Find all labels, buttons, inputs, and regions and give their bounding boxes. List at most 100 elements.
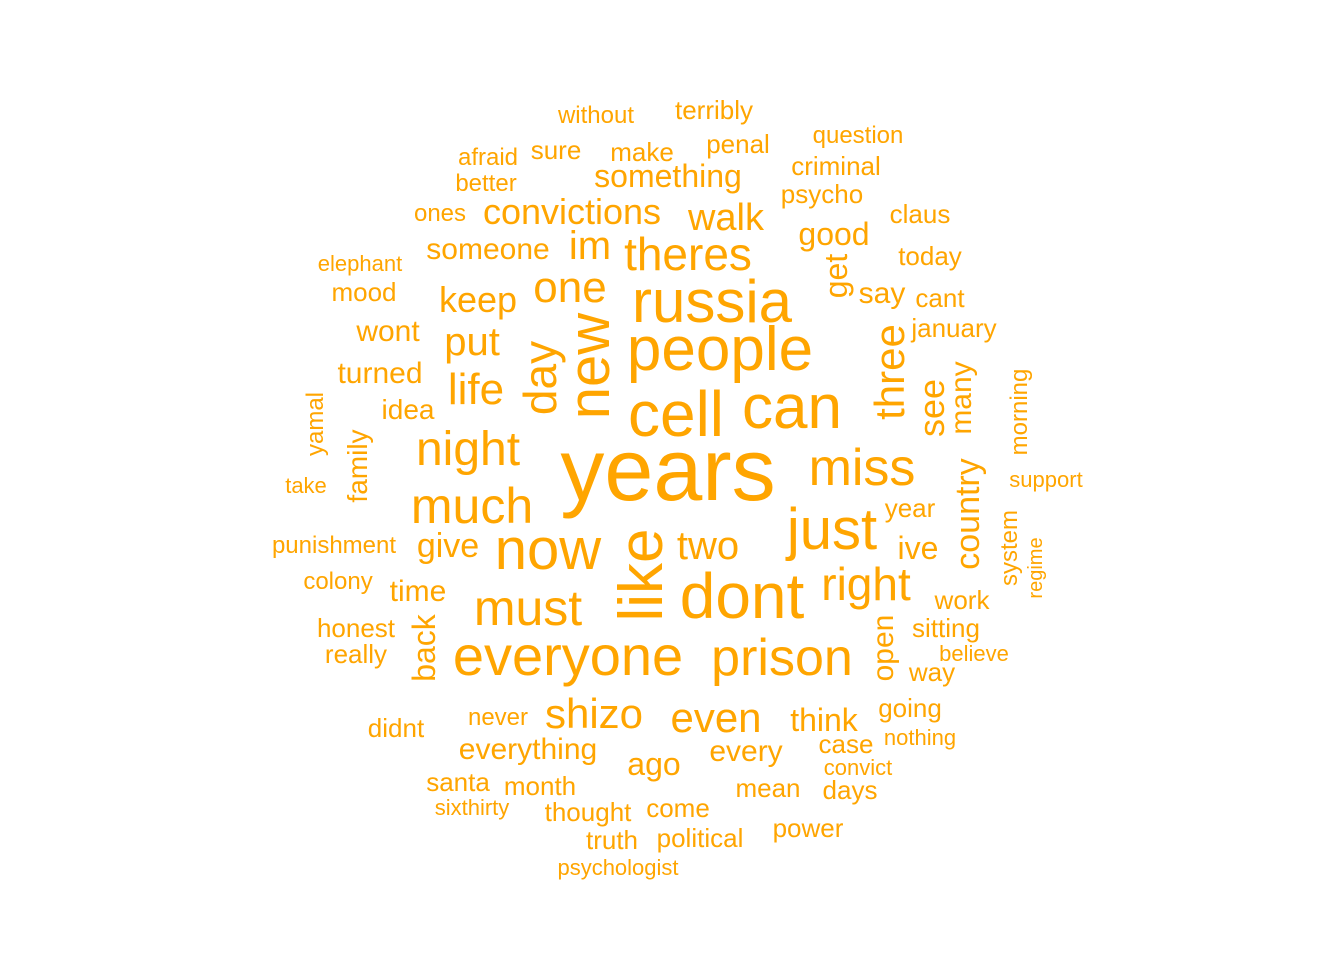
word-country: country [949, 458, 987, 570]
word-honest: honest [316, 613, 396, 643]
word-many: many [945, 361, 978, 435]
word-terribly: terribly [674, 95, 754, 125]
word-january: january [911, 313, 997, 343]
word-someone: someone [426, 233, 550, 266]
word-ones: ones [413, 200, 467, 227]
word-power: power [772, 813, 844, 843]
word-psycho: psycho [780, 179, 864, 209]
word-like: like [607, 528, 676, 622]
word-back: back [406, 614, 442, 682]
word-can: can [742, 373, 842, 442]
word-day: day [514, 340, 566, 416]
word-yamal: yamal [302, 391, 329, 457]
word-put: put [444, 320, 500, 364]
word-truth: truth [585, 825, 639, 855]
word-think: think [790, 702, 858, 738]
word-year: year [884, 493, 936, 523]
word-everyone: everyone [452, 624, 684, 687]
word-sixthirty: sixthirty [434, 795, 510, 820]
word-sitting: sitting [912, 613, 980, 643]
word-much: much [410, 478, 534, 534]
word-good: good [798, 216, 870, 252]
word-better: better [455, 170, 517, 197]
word-two: two [676, 524, 740, 568]
word-month: month [503, 771, 577, 801]
word-prison: prison [711, 629, 853, 687]
word-right: right [821, 558, 911, 610]
word-political: political [656, 823, 744, 853]
word-support: support [1009, 467, 1083, 492]
word-years: years [560, 420, 776, 519]
word-wont: wont [356, 315, 420, 348]
word-miss: miss [808, 439, 916, 497]
word-three: three [866, 324, 913, 420]
word-life: life [447, 365, 505, 414]
word-something: something [594, 158, 742, 194]
word-never: never [467, 704, 529, 731]
word-even: even [670, 694, 762, 741]
word-mood: mood [331, 277, 397, 307]
word-really: really [324, 639, 388, 669]
word-now: now [494, 517, 602, 582]
word-get: get [818, 253, 854, 299]
word-days: days [822, 775, 878, 805]
word-say: say [858, 277, 906, 310]
word-penal: penal [706, 129, 770, 159]
word-theres: theres [624, 228, 752, 280]
word-didnt: didnt [367, 713, 425, 743]
word-criminal: criminal [791, 151, 881, 181]
word-one: one [533, 263, 607, 312]
word-punishment: punishment [271, 532, 397, 559]
word-without: without [557, 102, 635, 129]
word-time: time [389, 575, 447, 608]
word-psychologist: psychologist [557, 855, 679, 880]
word-family: family [342, 429, 373, 503]
word-santa: santa [426, 767, 490, 797]
word-going: going [878, 693, 942, 723]
word-ago: ago [627, 746, 681, 782]
word-thought: thought [544, 797, 632, 827]
word-give: give [416, 527, 480, 565]
word-way: way [908, 657, 956, 687]
word-make: make [610, 137, 674, 167]
word-believe: believe [939, 641, 1009, 666]
word-im: im [568, 224, 612, 268]
word-sure: sure [530, 135, 582, 165]
word-afraid: afraid [457, 144, 519, 171]
word-system: system [996, 509, 1023, 587]
word-idea: idea [381, 394, 435, 425]
word-every: every [709, 735, 783, 768]
word-keep: keep [438, 279, 518, 320]
word-come: come [646, 793, 710, 823]
word-elephant: elephant [317, 251, 403, 276]
word-ive: ive [897, 530, 939, 566]
word-must: must [473, 580, 583, 636]
word-russia: russia [631, 268, 793, 335]
word-colony: colony [303, 568, 373, 595]
word-open: open [867, 614, 900, 682]
word-cant: cant [915, 283, 965, 313]
word-dont: dont [679, 560, 805, 632]
word-mean: mean [735, 773, 801, 803]
word-everything: everything [458, 733, 598, 766]
word-take: take [285, 473, 327, 498]
word-claus: claus [889, 199, 951, 229]
word-work: work [934, 585, 990, 615]
word-shizo: shizo [544, 690, 644, 737]
word-today: today [898, 241, 962, 271]
word-new: new [557, 312, 622, 420]
word-people: people [626, 315, 814, 384]
word-walk: walk [687, 197, 765, 239]
word-turned: turned [337, 357, 423, 390]
word-convict: convict [823, 755, 893, 780]
word-regime: regime [1025, 537, 1047, 599]
word-night: night [415, 423, 521, 476]
word-nothing: nothing [883, 725, 957, 750]
word-question: question [812, 122, 904, 149]
word-convictions: convictions [482, 191, 662, 232]
word-just: just [786, 497, 878, 562]
word-cell: cell [627, 378, 725, 450]
word-case: case [818, 729, 874, 759]
word-morning: morning [1006, 368, 1033, 456]
